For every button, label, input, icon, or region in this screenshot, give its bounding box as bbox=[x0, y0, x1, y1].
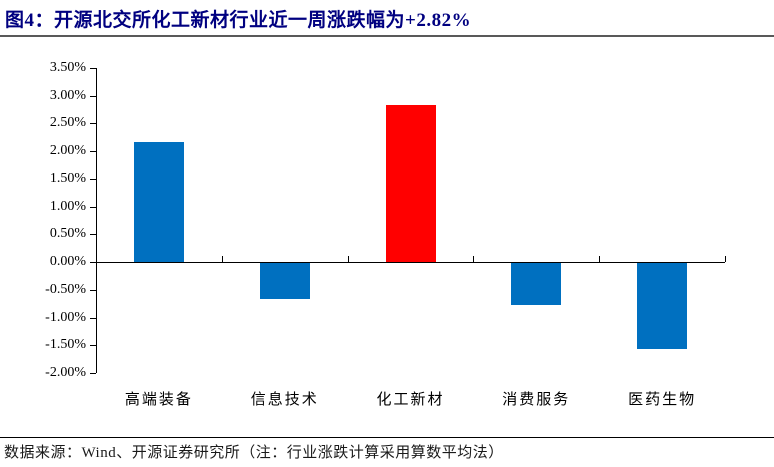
footer-divider bbox=[0, 437, 774, 438]
y-axis-tick bbox=[90, 206, 96, 208]
y-axis-tick-label: 0.50% bbox=[49, 226, 86, 242]
y-axis-tick-label: 3.50% bbox=[49, 59, 86, 75]
y-axis-tick bbox=[90, 234, 96, 236]
x-axis-tick bbox=[221, 256, 223, 262]
x-axis-tick bbox=[599, 256, 601, 262]
x-axis-baseline bbox=[96, 262, 725, 263]
bar-高端装备 bbox=[133, 141, 184, 262]
y-axis-tick bbox=[90, 123, 96, 125]
y-axis-tick-label: 1.00% bbox=[49, 198, 86, 214]
y-axis-tick bbox=[90, 151, 96, 152]
bar-医药生物 bbox=[637, 263, 688, 350]
y-axis-tick bbox=[90, 289, 96, 291]
y-axis-tick-label: 2.50% bbox=[49, 115, 86, 131]
x-axis-tick bbox=[473, 256, 475, 262]
y-axis-tick bbox=[90, 67, 96, 69]
y-axis-tick bbox=[90, 373, 96, 374]
y-axis-tick bbox=[90, 262, 96, 263]
x-category-label: 信息技术 bbox=[250, 392, 319, 408]
data-source-note: 数据来源：Wind、开源证券研究所（注：行业涨跌计算采用算数平均法） bbox=[4, 445, 504, 461]
x-axis-tick bbox=[725, 256, 726, 262]
x-category-label: 化工新材 bbox=[376, 392, 445, 408]
bar-消费服务 bbox=[511, 263, 562, 306]
y-axis-tick bbox=[90, 178, 96, 180]
y-axis-tick-label: 2.00% bbox=[49, 143, 86, 158]
y-axis-tick-label: -1.00% bbox=[45, 309, 86, 325]
x-axis-tick bbox=[347, 256, 349, 262]
y-axis-tick bbox=[90, 95, 96, 97]
y-axis-tick-label: -2.00% bbox=[45, 365, 86, 380]
y-axis-tick-label: 0.00% bbox=[49, 254, 86, 269]
y-axis-line bbox=[96, 67, 97, 373]
x-category-label: 高端装备 bbox=[124, 392, 193, 408]
figure-title: 图4：开源北交所化工新材行业近一周涨跌幅为+2.82% bbox=[5, 10, 472, 31]
bar-化工新材 bbox=[385, 105, 436, 262]
y-axis-tick-label: -1.50% bbox=[45, 337, 86, 353]
y-axis-tick bbox=[90, 345, 96, 347]
x-category-label: 消费服务 bbox=[502, 392, 571, 408]
x-category-label: 医药生物 bbox=[628, 392, 697, 408]
y-axis-tick-label: 3.00% bbox=[49, 87, 86, 103]
y-axis-tick-label: 1.50% bbox=[49, 170, 86, 186]
y-axis-tick bbox=[90, 317, 96, 319]
bar-信息技术 bbox=[259, 263, 310, 300]
title-divider bbox=[0, 35, 774, 37]
y-axis-tick-label: -0.50% bbox=[45, 281, 86, 297]
